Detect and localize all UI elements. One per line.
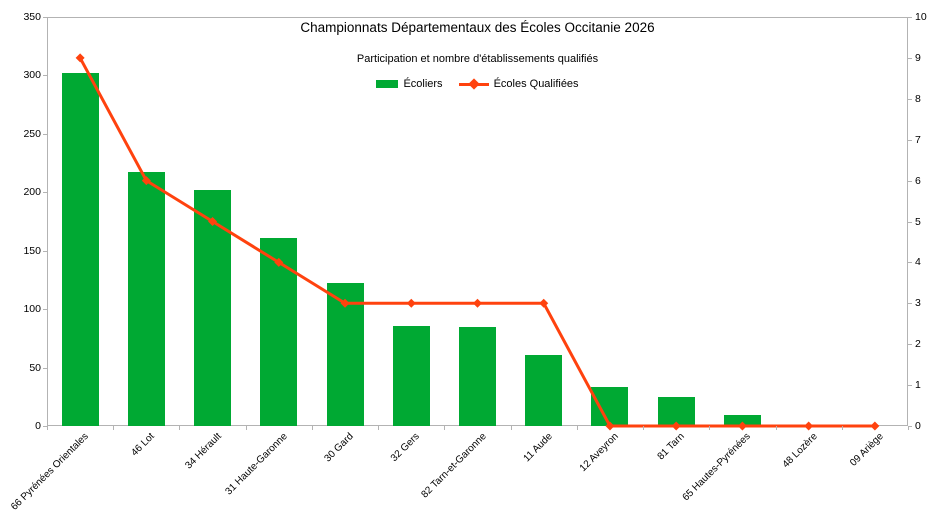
left-axis-tickmark	[43, 426, 47, 427]
right-axis-tickmark	[908, 17, 912, 18]
right-axis-tick-label: 2	[915, 338, 921, 351]
right-axis-tick-label: 8	[915, 92, 921, 105]
left-axis-tickmark	[43, 309, 47, 311]
right-axis-tick-label: 0	[915, 420, 921, 432]
right-axis-tickmark	[908, 221, 912, 223]
right-axis-tickmark	[908, 385, 912, 387]
x-axis-tickmark	[444, 426, 446, 430]
right-axis-tick-label: 4	[915, 256, 921, 269]
x-axis-tickmark	[775, 426, 777, 430]
right-axis-tickmark	[908, 426, 912, 427]
right-axis-tick-label: 3	[915, 297, 921, 310]
left-axis-tickmark	[43, 192, 47, 194]
left-axis-tick-label: 50	[29, 361, 41, 374]
bar-12 Aveyron	[591, 387, 629, 426]
right-axis-tick-label: 1	[915, 379, 921, 392]
bar-34 Hérault	[194, 189, 232, 426]
bar-66 Pyrénées Orientales	[61, 73, 99, 426]
x-axis-tickmark	[113, 426, 115, 430]
right-axis-tickmark	[908, 180, 912, 182]
legend-label-ecoliers: Écoliers	[403, 78, 443, 90]
line-diamond-icon	[458, 77, 489, 90]
bar-46 Lot	[127, 172, 165, 426]
right-axis-tick-label: 6	[915, 174, 921, 187]
legend-item-ecoles-qualifiees: Écoles Qualifiées	[458, 77, 579, 90]
x-axis-tickmark	[643, 426, 645, 430]
bar-65 Hautes-Pyrénées	[723, 415, 761, 426]
left-axis-tick-label: 250	[23, 127, 41, 140]
right-axis-tick-label: 10	[915, 11, 927, 23]
x-axis-tickmark	[378, 426, 380, 430]
right-axis-tickmark	[908, 262, 912, 264]
left-axis-tick-label: 350	[23, 11, 41, 23]
bar-32 Gers	[392, 325, 430, 426]
right-axis-tick-label: 9	[915, 51, 921, 64]
left-axis-tick-label: 100	[23, 303, 41, 316]
left-axis-tickmark	[43, 367, 47, 369]
bar-11 Aude	[525, 354, 563, 426]
left-axis-tick-label: 200	[23, 186, 41, 199]
x-axis-tickmark	[576, 426, 578, 430]
chart-subtitle: Participation et nombre d'établissements…	[356, 53, 599, 65]
bar-30 Gard	[326, 283, 364, 426]
bar-82 Tarn-et-Garonne	[459, 326, 496, 426]
bar-81 Tarn	[657, 396, 695, 426]
x-axis-tickmark	[709, 426, 711, 430]
x-axis-tickmark	[311, 426, 313, 430]
chart-title: Championnats Départementaux des Écoles O…	[300, 20, 655, 35]
right-axis-tick-label: 5	[915, 215, 921, 228]
x-axis-tickmark	[47, 426, 48, 430]
left-axis-tickmark	[43, 133, 47, 135]
right-axis-tickmark	[908, 139, 912, 141]
left-axis-tick-label: 0	[35, 420, 41, 432]
x-axis-tickmark	[179, 426, 181, 430]
left-axis-tick-label: 300	[23, 69, 41, 82]
bar-31 Haute-Garonne	[260, 237, 298, 426]
legend-label-ecoles-qualifiees: Écoles Qualifiées	[493, 78, 579, 90]
right-axis-tick-label: 7	[915, 133, 921, 146]
x-axis-tickmark	[841, 426, 843, 430]
right-axis-tickmark	[908, 344, 912, 346]
right-axis-tickmark	[908, 57, 912, 59]
left-axis-tickmark	[43, 250, 47, 252]
left-axis-tickmark	[43, 75, 47, 77]
left-axis-tickmark	[43, 17, 47, 18]
legend: Écoliers Écoles Qualifiées	[47, 77, 908, 91]
bar-swatch-icon	[376, 80, 399, 88]
legend-item-ecoliers: Écoliers	[376, 78, 443, 90]
right-axis-tickmark	[908, 98, 912, 100]
x-axis-tickmark	[510, 426, 512, 430]
right-axis-tickmark	[908, 303, 912, 305]
left-axis-tick-label: 150	[23, 244, 41, 257]
x-axis-tickmark	[245, 426, 247, 430]
x-axis-tickmark	[908, 426, 909, 430]
